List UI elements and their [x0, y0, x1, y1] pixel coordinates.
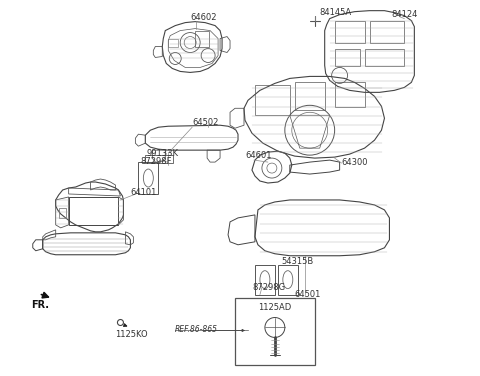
Bar	[335, 21, 364, 42]
Bar	[364, 49, 404, 67]
Text: 64501: 64501	[295, 290, 321, 299]
Bar	[195, 30, 209, 47]
Bar	[59, 208, 66, 218]
Text: 64101: 64101	[131, 188, 157, 197]
Bar	[138, 162, 158, 194]
Text: 87298G: 87298G	[252, 283, 285, 292]
Text: 64602: 64602	[190, 13, 216, 22]
Text: 64601: 64601	[245, 151, 272, 160]
Text: 1125AD: 1125AD	[258, 303, 291, 312]
Text: 64502: 64502	[192, 118, 218, 127]
Bar	[335, 49, 360, 67]
Text: 54315B: 54315B	[282, 257, 314, 266]
Bar	[278, 265, 298, 295]
Text: 64300: 64300	[342, 158, 368, 167]
Bar	[255, 85, 290, 115]
Bar	[235, 297, 315, 365]
Bar	[335, 82, 364, 107]
Text: 84145A: 84145A	[320, 8, 352, 17]
Bar	[295, 82, 324, 110]
Bar	[168, 39, 178, 47]
Text: 87298F: 87298F	[140, 156, 172, 165]
Text: 84124: 84124	[391, 10, 418, 19]
Text: FR.: FR.	[31, 300, 49, 309]
Text: REF.86-865: REF.86-865	[175, 325, 218, 334]
Bar	[255, 265, 275, 295]
Bar	[370, 21, 404, 42]
Bar	[145, 155, 173, 163]
Text: 1125KO: 1125KO	[116, 330, 148, 339]
Text: 99133K: 99133K	[146, 149, 179, 158]
